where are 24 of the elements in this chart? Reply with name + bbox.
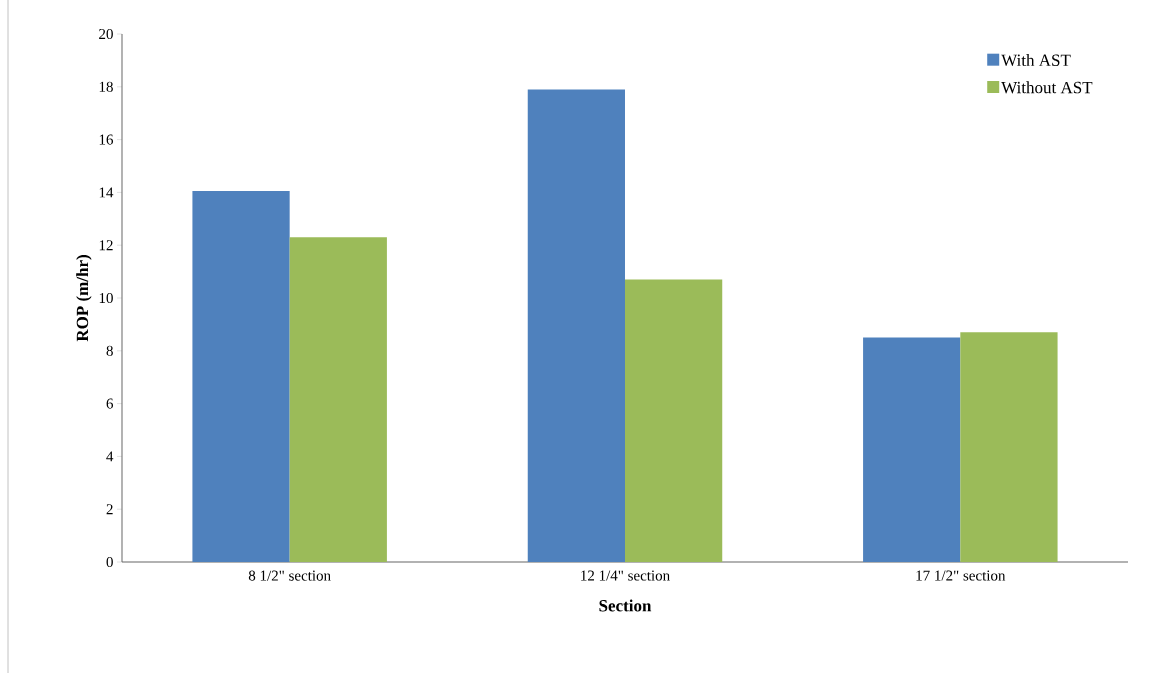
- bar: [625, 279, 723, 562]
- x-tick-label: 12 1/4" section: [581, 570, 670, 581]
- y-tick-label: 6: [106, 398, 114, 409]
- y-axis-title: ROP (m/hr): [76, 255, 92, 342]
- bar: [289, 237, 387, 562]
- legend-label: Without AST: [1001, 81, 1093, 94]
- y-tick-label: 2: [106, 504, 113, 515]
- legend-label: With AST: [1001, 54, 1071, 67]
- y-tick-label: 12: [99, 240, 113, 251]
- x-tick-label: 17 1/2" section: [916, 570, 1006, 581]
- bar: [527, 89, 625, 562]
- bar: [863, 337, 961, 562]
- bar: [192, 191, 290, 562]
- y-tick-label: 4: [106, 451, 114, 462]
- x-axis-title: Section: [599, 599, 652, 612]
- y-tick-label: 20: [99, 28, 113, 40]
- y-tick-label: 0: [106, 556, 113, 568]
- x-tick-label: 8 1/2" section: [248, 570, 331, 581]
- y-tick-label: 14: [99, 187, 114, 198]
- y-tick-label: 10: [99, 292, 113, 304]
- y-tick-label: 8: [106, 345, 113, 356]
- y-tick-label: 18: [99, 81, 113, 92]
- y-tick-label: 16: [99, 134, 114, 145]
- bar: [960, 332, 1058, 562]
